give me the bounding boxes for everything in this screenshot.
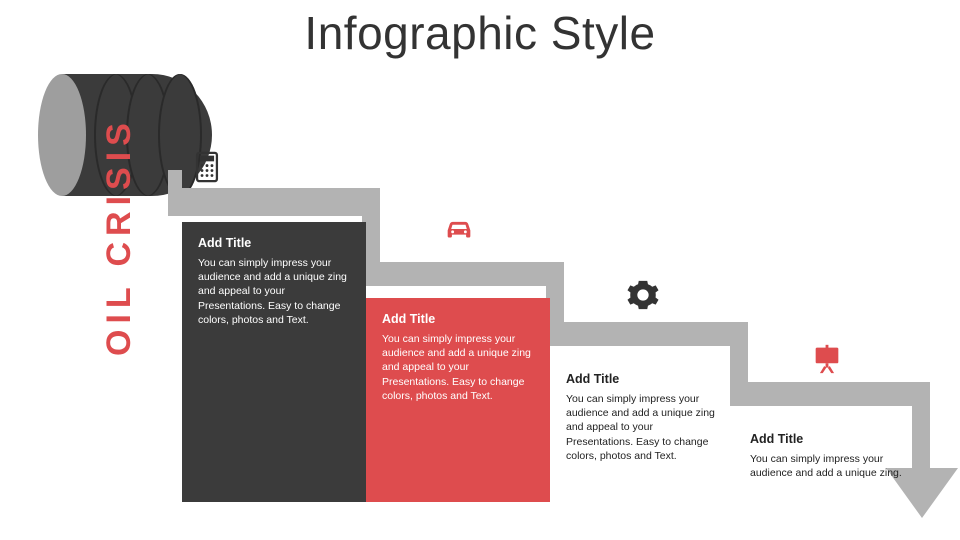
step-card-1: Add Title You can simply impress your au… — [182, 222, 366, 502]
step-body: You can simply impress your audience and… — [750, 452, 902, 480]
step-card-2: Add Title You can simply impress your au… — [366, 298, 550, 502]
step-title: Add Title — [566, 372, 718, 386]
step-body: You can simply impress your audience and… — [566, 392, 718, 463]
step-body: You can simply impress your audience and… — [198, 256, 350, 327]
step-card-3: Add Title You can simply impress your au… — [550, 358, 734, 508]
easel-icon — [808, 340, 846, 378]
slide-title: Infographic Style — [0, 6, 960, 60]
step-body: You can simply impress your audience and… — [382, 332, 534, 403]
gear-icon — [624, 276, 662, 314]
step-title: Add Title — [198, 236, 350, 250]
vertical-label: OIL CRISIS — [100, 117, 139, 356]
car-icon — [440, 210, 478, 248]
step-card-4: Add Title You can simply impress your au… — [734, 418, 918, 518]
step-title: Add Title — [750, 432, 902, 446]
calculator-icon — [188, 148, 226, 186]
step-title: Add Title — [382, 312, 534, 326]
